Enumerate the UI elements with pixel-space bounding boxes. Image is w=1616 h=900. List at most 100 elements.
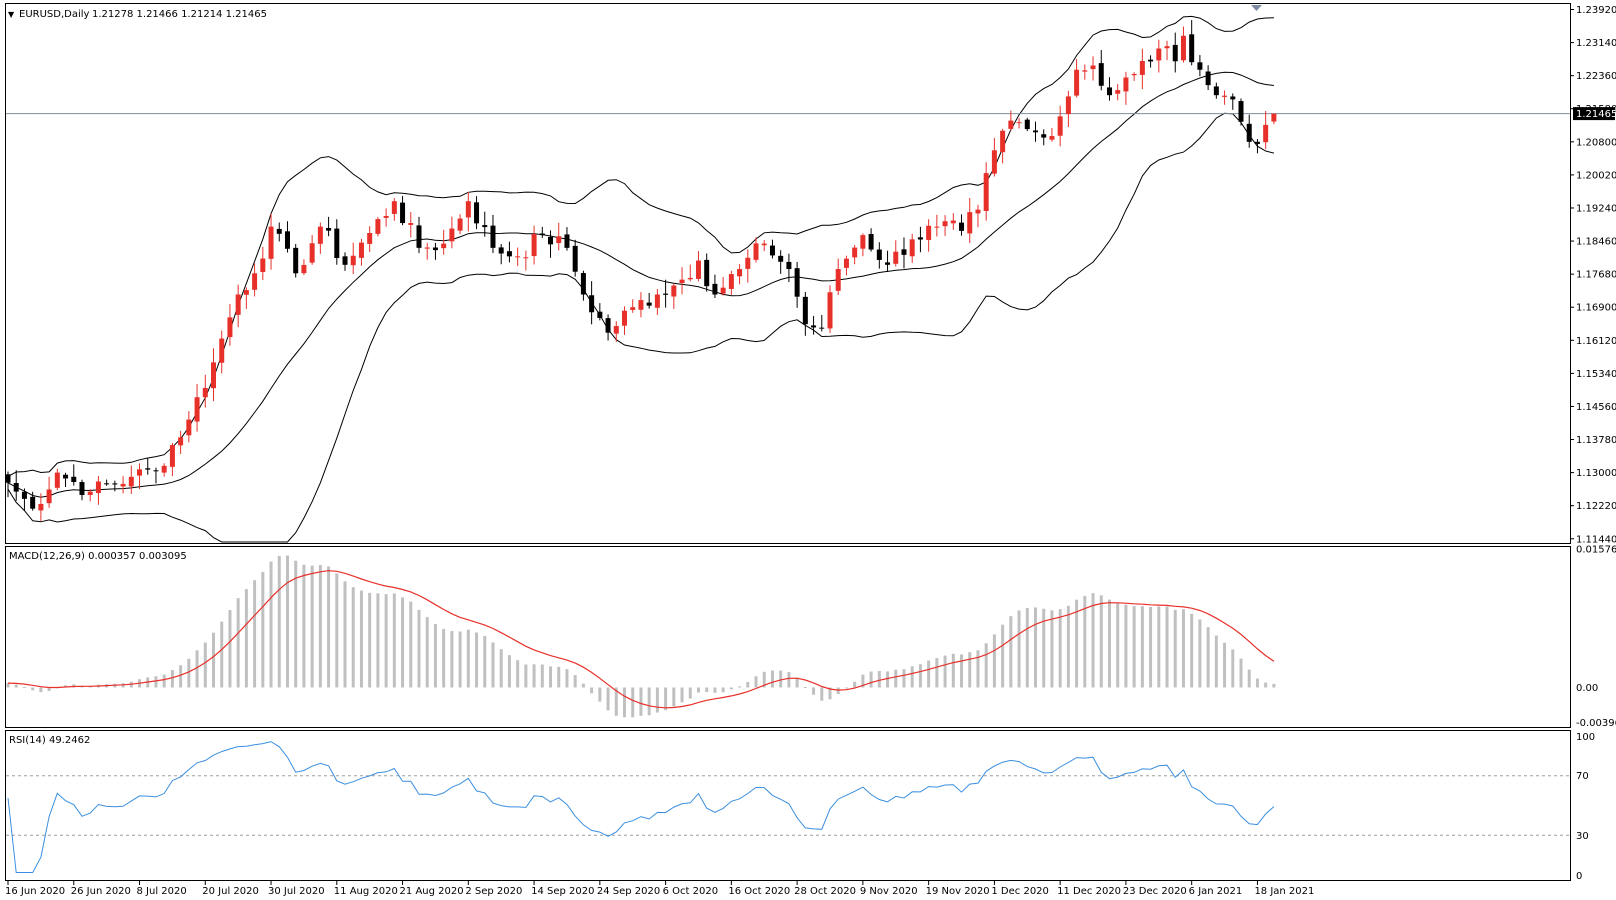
candle-body [1139, 60, 1145, 75]
macd-histogram-bar [327, 566, 331, 688]
bollinger-middle-band [7, 71, 1274, 498]
bollinger-lower-band [7, 112, 1275, 543]
macd-histogram-bar [1034, 607, 1037, 688]
candle-body [539, 233, 545, 236]
candle [556, 222, 562, 251]
time-tick-label: 16 Jun 2020 [5, 886, 65, 897]
rsi-tick-label: 0 [1576, 871, 1582, 882]
candle-body [1246, 123, 1252, 142]
candle [326, 216, 332, 237]
candle [54, 468, 60, 490]
ohlc-label: 1.21278 1.21466 1.21214 1.21465 [92, 9, 267, 20]
macd-histogram-bar [392, 593, 396, 688]
candle-body [46, 489, 52, 504]
macd-tick-label: 0.00 [1576, 683, 1598, 694]
price-tick-label: 1.11440 [1576, 534, 1616, 545]
candle-body [342, 256, 348, 265]
price-tick-label: 1.17680 [1576, 270, 1616, 281]
candle [630, 299, 636, 313]
candle [21, 488, 27, 511]
candle-body [506, 251, 512, 257]
price-tick-label: 1.12220 [1576, 501, 1616, 512]
candle-body [276, 228, 282, 234]
candle-body [416, 225, 422, 248]
candle [679, 267, 685, 295]
candle-body [737, 269, 743, 277]
candle-body [408, 223, 414, 225]
candle [1238, 98, 1244, 126]
macd-signal-line [7, 570, 1275, 709]
macd-histogram-bar [787, 672, 791, 688]
candle-body [391, 201, 397, 214]
macd-histogram-bar [639, 687, 643, 716]
candle-body [720, 287, 726, 294]
candle [1172, 32, 1178, 73]
macd-histogram-bar [951, 653, 955, 688]
candle-body [293, 247, 299, 274]
candle [1197, 55, 1203, 77]
time-tick-label: 16 Oct 2020 [728, 886, 790, 897]
macd-histogram-bar [1132, 606, 1136, 688]
candle [605, 314, 611, 341]
candle [342, 252, 348, 271]
current-price-label: 1.21465 [1576, 109, 1616, 120]
candle [1115, 84, 1121, 101]
candle [400, 195, 406, 226]
macd-histogram-bar [1066, 605, 1070, 688]
candle-body [145, 468, 151, 470]
candle [211, 348, 216, 402]
candle-body [868, 233, 874, 250]
panel-menu-triangle-icon[interactable]: ▼ [8, 10, 15, 19]
macd-histogram-bar [154, 676, 158, 688]
macd-histogram-bar [738, 686, 742, 688]
macd-histogram-bar [14, 684, 18, 688]
candle [868, 228, 874, 252]
macd-histogram-bar [1255, 678, 1259, 688]
rsi-tick-label: 30 [1576, 831, 1589, 842]
time-tick-label: 11 Dec 2020 [1057, 886, 1121, 897]
chart-shift-marker-icon[interactable] [1251, 5, 1262, 11]
candle-body [1271, 113, 1277, 122]
candle-body [959, 222, 965, 231]
macd-histogram-bar [935, 658, 939, 688]
macd-histogram-bar [1001, 624, 1005, 688]
candle [597, 303, 603, 321]
candle-body [424, 247, 430, 249]
macd-histogram-bar [894, 669, 898, 688]
candle [843, 255, 849, 276]
macd-histogram-bar [162, 674, 166, 688]
macd-histogram-bar [713, 687, 717, 693]
time-tick-label: 14 Sep 2020 [531, 886, 594, 897]
macd-histogram-bar [433, 623, 437, 688]
macd-panel[interactable] [5, 546, 1571, 728]
macd-histogram-bar [236, 598, 240, 688]
candle-body [712, 283, 718, 295]
macd-histogram-bar [1206, 627, 1210, 688]
candle-body [375, 219, 381, 234]
time-tick-label: 6 Oct 2020 [663, 886, 718, 897]
candle [926, 219, 932, 252]
candle [1189, 20, 1195, 66]
candle-body [1164, 46, 1170, 49]
price-panel[interactable] [5, 3, 1571, 544]
candle-body [843, 258, 849, 268]
candle-body [983, 173, 989, 211]
candle-body [523, 257, 529, 259]
price-tick-label: 1.18460 [1576, 237, 1616, 248]
candle [654, 288, 660, 315]
macd-histogram-bar [384, 594, 388, 688]
macd-histogram-bar [450, 630, 454, 688]
macd-histogram-bar [1149, 606, 1153, 688]
rsi-panel[interactable] [5, 730, 1571, 881]
macd-histogram-bar [696, 687, 700, 693]
candle-body [663, 293, 669, 295]
macd-histogram-bar [1099, 595, 1103, 688]
candle [383, 208, 389, 227]
candle [235, 284, 241, 328]
macd-histogram-bar [368, 592, 372, 688]
candle-body [95, 481, 101, 494]
candle [827, 285, 833, 333]
macd-histogram-bar [1025, 608, 1029, 688]
time-tick-label: 28 Oct 2020 [794, 886, 856, 897]
